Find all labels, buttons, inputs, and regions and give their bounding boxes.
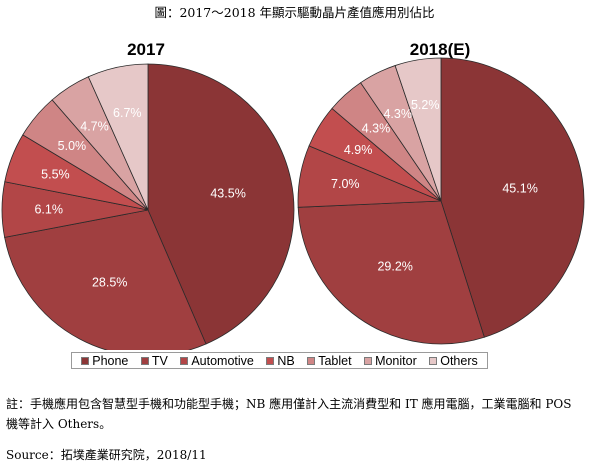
figure-title: 圖：2017～2018 年顯示驅動晶片產值應用別佔比 xyxy=(154,5,435,20)
data-label-2017-automotive: 6.1% xyxy=(34,203,63,217)
footnote: 註：手機應用包含智慧型手機和功能型手機；NB 應用僅計入主流消費型和 IT 應用… xyxy=(6,397,572,431)
data-label-2018-phone: 45.1% xyxy=(502,182,537,196)
pie-slice-2017-tv xyxy=(4,209,207,350)
source-line: Source：拓墣產業研究院，2018/11 xyxy=(6,448,207,462)
legend-label-monitor: Monitor xyxy=(375,353,417,368)
pie-slice-2017-others xyxy=(87,63,149,211)
legend-label-tv: TV xyxy=(151,353,168,368)
legend-label-tablet: Tablet xyxy=(318,353,352,368)
data-label-2018-tv: 29.2% xyxy=(377,260,412,274)
data-label-2017-others: 6.7% xyxy=(113,106,142,120)
legend-item-automotive: Automotive xyxy=(180,354,254,368)
pie-charts: 43.5% 28.5% 6.1% 5.5% 5.0% 4.7% 6.7% 45.1% 29.2%… xyxy=(1,57,585,350)
pie-slice-2018-phone xyxy=(440,57,585,338)
legend-item-monitor: Monitor xyxy=(364,354,417,368)
pie-slice-2017-phone xyxy=(147,63,295,345)
legend: Phone TV Automotive NB Tablet Monitor Ot… xyxy=(71,352,488,369)
chart-title-2018: 2018(E) xyxy=(409,40,471,59)
data-label-2017-monitor: 4.7% xyxy=(80,119,109,133)
pie-slice-2018-others xyxy=(394,57,442,202)
pie-slice-2018-tv xyxy=(297,200,485,345)
legend-swatch-phone xyxy=(81,356,90,365)
data-label-2018-monitor: 4.3% xyxy=(383,107,412,121)
legend-label-nb: NB xyxy=(277,353,295,368)
legend-label-others: Others xyxy=(440,353,478,368)
data-label-2017-tv: 28.5% xyxy=(92,275,127,289)
legend-item-phone: Phone xyxy=(81,354,128,368)
data-label-2017-nb: 5.5% xyxy=(41,167,70,181)
legend-swatch-others xyxy=(429,356,438,365)
data-label-2018-nb: 4.9% xyxy=(344,143,373,157)
chart-title-2017: 2017 xyxy=(127,40,165,59)
legend-swatch-nb xyxy=(266,356,275,365)
data-label-2017-tablet: 5.0% xyxy=(58,139,87,153)
legend-item-tv: TV xyxy=(140,353,168,368)
legend-item-others: Others xyxy=(429,354,478,368)
legend-label-automotive: Automotive xyxy=(191,353,254,368)
data-label-2018-tablet: 4.3% xyxy=(362,122,391,136)
legend-swatch-tablet xyxy=(307,356,316,365)
legend-swatch-automotive xyxy=(180,356,189,365)
legend-item-nb: NB xyxy=(266,353,295,368)
legend-item-tablet: Tablet xyxy=(307,353,352,368)
legend-swatch-tv xyxy=(140,356,149,365)
legend-label-phone: Phone xyxy=(92,353,129,368)
data-label-2017-phone: 43.5% xyxy=(210,186,245,200)
data-label-2018-others: 5.2% xyxy=(411,98,440,112)
legend-swatch-monitor xyxy=(364,356,373,365)
data-label-2018-automotive: 7.0% xyxy=(331,177,360,191)
